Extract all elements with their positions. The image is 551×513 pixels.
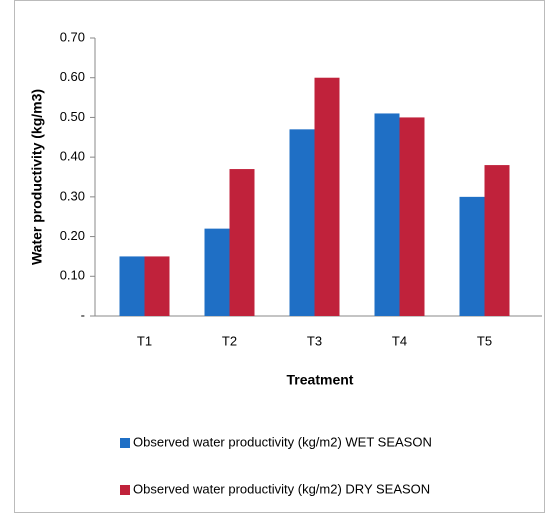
y-axis-title: Water productivity (kg/m3) (29, 89, 45, 265)
bar (119, 256, 145, 316)
bar (484, 165, 510, 316)
bar (314, 77, 340, 316)
bar (289, 129, 315, 316)
x-tick-label: T1 (137, 333, 152, 348)
y-tick-label: - (81, 307, 85, 322)
bar (144, 256, 170, 316)
x-tick-label: T3 (307, 333, 322, 348)
x-tick-label: T2 (222, 333, 237, 348)
y-tick-label: 0.10 (60, 268, 85, 283)
x-axis-title: Treatment (287, 372, 354, 388)
y-tick-label: 0.50 (60, 109, 85, 124)
bar (399, 117, 425, 316)
bar (374, 113, 400, 316)
bar (459, 196, 485, 316)
legend-label: Observed water productivity (kg/m2) DRY … (133, 481, 430, 496)
y-tick-label: 0.30 (60, 188, 85, 203)
y-tick-label: 0.60 (60, 69, 85, 84)
legend-swatch (120, 438, 130, 448)
y-tick-label: 0.20 (60, 228, 85, 243)
bar (229, 169, 255, 316)
legend-swatch (120, 485, 130, 495)
legend-label: Observed water productivity (kg/m2) WET … (133, 434, 432, 449)
x-tick-label: T5 (477, 333, 492, 348)
y-tick-label: 0.40 (60, 149, 85, 164)
bar (204, 228, 230, 316)
x-tick-label: T4 (392, 333, 407, 348)
y-tick-label: 0.70 (60, 29, 85, 44)
